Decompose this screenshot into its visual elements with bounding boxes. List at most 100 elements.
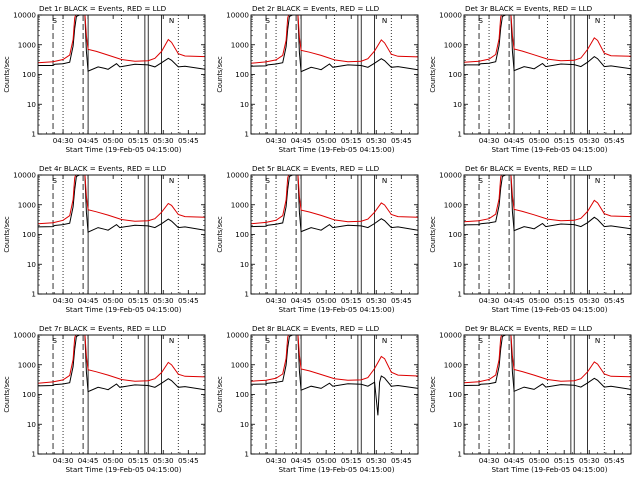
lld-series-line — [251, 335, 418, 382]
y-tick-label: 1000 — [231, 40, 250, 49]
plot-frame — [37, 14, 206, 135]
x-tick-label: 04:45 — [291, 456, 312, 465]
x-tick-label: 04:30 — [479, 456, 500, 465]
events-series-line — [251, 175, 418, 233]
x-tick-label: 05:00 — [103, 296, 124, 305]
marker-letter: S — [265, 16, 270, 25]
x-tick-label: 05:00 — [529, 136, 550, 145]
detector-panel: Det 7r BLACK = Events, RED = LLD Counts/s… — [0, 320, 213, 480]
x-tick-label: 05:30 — [366, 296, 387, 305]
y-tick-label: 10000 — [13, 171, 36, 180]
x-tick-label: 04:30 — [266, 456, 287, 465]
y-tick-label: 100 — [22, 70, 36, 79]
x-tick-label: 05:15 — [128, 136, 149, 145]
events-series-line — [38, 335, 205, 393]
x-tick-label: 05:00 — [529, 296, 550, 305]
lld-series-line — [464, 335, 631, 384]
lld-series-line — [38, 175, 205, 225]
x-axis-label: Start Time (19-Feb-05 04:15:00) — [491, 145, 607, 154]
plot-frame — [250, 174, 419, 295]
plot-frame — [250, 334, 419, 455]
y-tick-label: 10000 — [439, 331, 462, 340]
x-tick-label: 04:30 — [266, 296, 287, 305]
x-tick-label: 04:45 — [291, 296, 312, 305]
y-axis-label: Counts/sec — [216, 216, 224, 253]
x-tick-label: 05:00 — [103, 456, 124, 465]
y-tick-label: 1000 — [18, 40, 37, 49]
panel-title: Det 7r BLACK = Events, RED = LLD — [39, 324, 167, 333]
x-tick-label: 05:15 — [128, 296, 149, 305]
x-tick-label: 05:30 — [579, 456, 600, 465]
plot-frame — [37, 334, 206, 455]
x-axis-label: Start Time (19-Feb-05 04:15:00) — [491, 305, 607, 314]
x-tick-label: 04:45 — [78, 456, 99, 465]
x-tick-label: 05:30 — [579, 296, 600, 305]
x-axis-label: Start Time (19-Feb-05 04:15:00) — [278, 145, 394, 154]
panel-title: Det 9r BLACK = Events, RED = LLD — [465, 324, 593, 333]
y-axis-label: Counts/sec — [3, 56, 11, 93]
detector-plot: Det 3r BLACK = Events, RED = LLD Counts/s… — [429, 4, 632, 154]
x-tick-label: 05:30 — [153, 296, 174, 305]
x-tick-label: 05:30 — [366, 456, 387, 465]
y-tick-label: 10 — [27, 260, 37, 269]
x-axis-label: Start Time (19-Feb-05 04:15:00) — [278, 465, 394, 474]
marker-letter: S — [52, 16, 57, 25]
marker-letter: N — [382, 16, 387, 25]
y-tick-label: 10 — [240, 100, 250, 109]
events-series-line — [464, 15, 631, 72]
detector-plot: Det 6r BLACK = Events, RED = LLD Counts/s… — [429, 164, 632, 314]
x-tick-label: 05:15 — [341, 456, 362, 465]
x-tick-label: 04:30 — [479, 296, 500, 305]
detector-plot: Det 4r BLACK = Events, RED = LLD Counts/s… — [3, 164, 206, 314]
x-tick-label: 04:45 — [291, 136, 312, 145]
plot-frame — [463, 334, 632, 455]
detector-panel: Det 2r BLACK = Events, RED = LLD Counts/s… — [213, 0, 426, 160]
x-tick-label: 05:15 — [341, 296, 362, 305]
y-tick-label: 10 — [27, 100, 37, 109]
x-tick-label: 05:45 — [391, 296, 412, 305]
events-series-line — [464, 335, 631, 393]
x-tick-label: 05:45 — [604, 136, 625, 145]
x-tick-label: 05:00 — [316, 136, 337, 145]
y-axis-label: Counts/sec — [429, 56, 437, 93]
detector-panel: Det 6r BLACK = Events, RED = LLD Counts/s… — [426, 160, 639, 320]
x-tick-label: 05:00 — [316, 456, 337, 465]
x-tick-label: 05:15 — [128, 456, 149, 465]
x-tick-label: 05:15 — [554, 456, 575, 465]
y-tick-label: 1 — [457, 130, 462, 139]
plot-frame — [250, 14, 419, 135]
lld-series-line — [251, 15, 418, 64]
x-tick-label: 05:30 — [366, 136, 387, 145]
y-tick-label: 100 — [235, 230, 249, 239]
y-tick-label: 1000 — [444, 40, 463, 49]
y-tick-label: 1000 — [444, 360, 463, 369]
detector-panel: Det 9r BLACK = Events, RED = LLD Counts/s… — [426, 320, 639, 480]
panel-title: Det 6r BLACK = Events, RED = LLD — [465, 164, 593, 173]
y-tick-label: 10000 — [439, 11, 462, 20]
y-axis-label: Counts/sec — [3, 216, 11, 253]
marker-letter: S — [52, 176, 57, 185]
y-tick-label: 100 — [448, 70, 462, 79]
panel-title: Det 5r BLACK = Events, RED = LLD — [252, 164, 380, 173]
y-tick-label: 10 — [240, 260, 250, 269]
marker-letter: N — [595, 176, 600, 185]
y-axis-label: Counts/sec — [216, 56, 224, 93]
y-tick-label: 1 — [244, 290, 249, 299]
marker-letter: S — [265, 176, 270, 185]
y-tick-label: 10000 — [13, 11, 36, 20]
y-tick-label: 1000 — [231, 360, 250, 369]
x-tick-label: 05:45 — [391, 136, 412, 145]
x-tick-label: 05:45 — [391, 456, 412, 465]
y-tick-label: 100 — [235, 390, 249, 399]
x-tick-label: 04:45 — [504, 296, 525, 305]
y-tick-label: 1 — [31, 450, 36, 459]
x-tick-label: 04:30 — [53, 136, 74, 145]
plot-frame — [37, 174, 206, 295]
panel-title: Det 8r BLACK = Events, RED = LLD — [252, 324, 380, 333]
x-axis-label: Start Time (19-Feb-05 04:15:00) — [65, 465, 181, 474]
detector-plot: Det 9r BLACK = Events, RED = LLD Counts/s… — [429, 324, 632, 474]
y-tick-label: 1000 — [444, 200, 463, 209]
y-tick-label: 1 — [457, 450, 462, 459]
y-tick-label: 10 — [453, 260, 463, 269]
y-tick-label: 100 — [22, 230, 36, 239]
